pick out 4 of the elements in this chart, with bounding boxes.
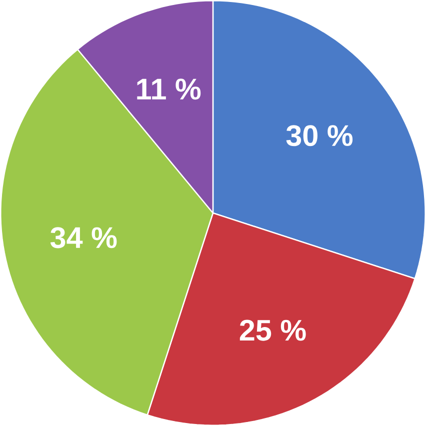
- data-label: 25 %: [240, 320, 306, 341]
- data-label: 34 %: [50, 227, 117, 248]
- data-label: 11 %: [137, 78, 201, 100]
- data-label: 30 %: [286, 125, 353, 146]
